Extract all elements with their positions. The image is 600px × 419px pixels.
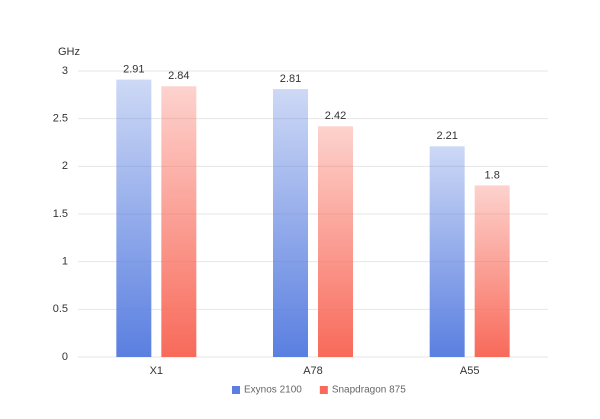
- bar: [116, 79, 152, 357]
- bar: [474, 185, 510, 357]
- legend-label: Snapdragon 875: [332, 385, 406, 396]
- bar: [161, 86, 197, 358]
- bar: [273, 89, 308, 357]
- x-tick-label: A78: [303, 365, 323, 377]
- data-label: 2.91: [123, 63, 144, 75]
- bar: [429, 146, 465, 357]
- y-tick-label: 1.5: [53, 208, 68, 220]
- data-label: 2.21: [436, 130, 457, 142]
- y-tick-label: 0: [62, 351, 68, 363]
- x-tick-label: A55: [460, 365, 480, 377]
- y-tick-label: 1: [62, 256, 68, 268]
- legend-swatch: [319, 386, 328, 394]
- data-label: 2.42: [325, 110, 346, 122]
- y-axis-label: GHz: [58, 46, 80, 58]
- y-tick-label: 2.5: [53, 113, 68, 125]
- data-label: 2.84: [168, 70, 189, 82]
- y-tick-label: 2: [62, 160, 68, 172]
- bar: [318, 126, 353, 357]
- y-tick-label: 3: [62, 65, 68, 77]
- legend-label: Exynos 2100: [244, 385, 302, 396]
- y-tick-label: 0.5: [53, 303, 68, 315]
- x-tick-label: X1: [150, 365, 163, 377]
- legend-swatch: [232, 386, 240, 394]
- data-label: 2.81: [280, 73, 301, 85]
- data-label: 1.8: [485, 169, 500, 181]
